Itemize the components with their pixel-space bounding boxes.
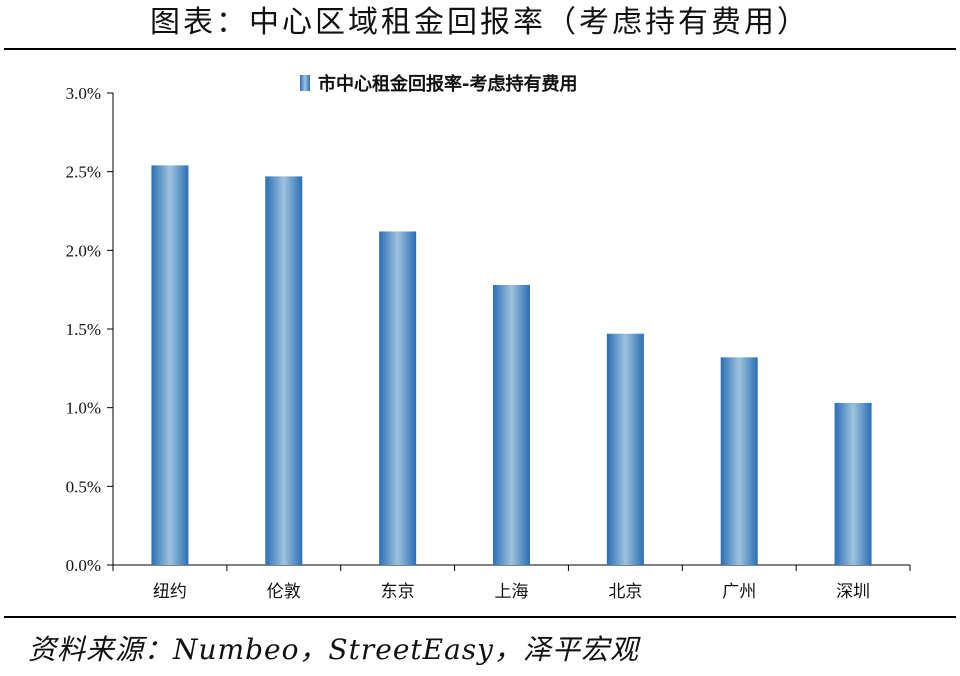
y-tick-label: 1.5%	[66, 320, 101, 339]
chart-legend: 市中心租金回报率-考虑持有费用	[300, 72, 578, 95]
x-tick-label: 深圳	[836, 582, 870, 602]
x-tick-label: 伦敦	[267, 582, 301, 602]
y-tick-label: 1.0%	[66, 399, 101, 418]
bar-3	[379, 231, 417, 565]
y-tick-label: 3.0%	[66, 84, 101, 103]
x-tick-label: 广州	[722, 582, 756, 602]
legend-label: 市中心租金回报率-考虑持有费用	[318, 74, 578, 95]
bar-6	[720, 357, 758, 565]
x-tick-label: 北京	[608, 582, 642, 602]
bar-2	[265, 176, 303, 566]
bar-4	[493, 284, 530, 565]
x-tick-label: 上海	[495, 582, 529, 602]
source-note: 资料来源：Numbeo，StreetEasy，泽平宏观	[28, 633, 639, 666]
title-divider	[4, 48, 956, 50]
y-tick-label: 2.0%	[66, 241, 101, 260]
bar-7	[834, 402, 872, 565]
y-tick-label: 2.5%	[66, 163, 101, 182]
y-tick-label: 0.0%	[66, 556, 101, 575]
x-tick-label: 纽约	[153, 582, 187, 602]
footer-divider	[4, 616, 956, 618]
bar-1	[151, 165, 189, 565]
page-title: 图表：中心区域租金回报率（考虑持有费用）	[150, 5, 810, 40]
bar-chart: 0.0% 0.5% 1.0% 1.5% 2.0% 2.5% 3.0% 纽约 伦敦 东京 上海 北京 广州…	[66, 84, 911, 602]
x-tick-label: 东京	[381, 582, 415, 602]
legend-swatch	[300, 75, 310, 91]
y-tick-label: 0.5%	[66, 477, 101, 496]
bar-5	[606, 333, 644, 565]
